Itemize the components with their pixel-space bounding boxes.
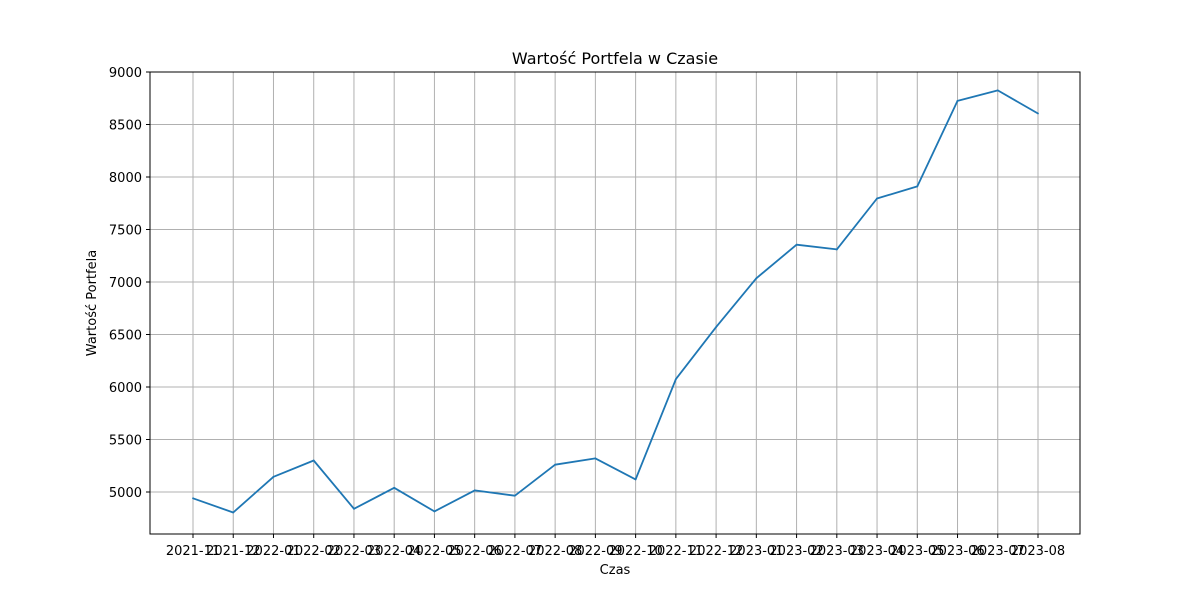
series-layer [192, 89, 1039, 514]
data-point [232, 511, 235, 514]
data-point [433, 510, 436, 513]
x-tick-label: 2023-04 [850, 544, 904, 559]
y-tick-label: 5500 [109, 434, 142, 449]
series-line [192, 89, 1039, 514]
data-point [514, 494, 516, 497]
x-tick-label: 2023-01 [729, 544, 783, 559]
plot-frame [149, 71, 1081, 535]
y-tick-label: 9000 [109, 66, 142, 81]
data-point [715, 326, 717, 329]
x-tick-label: 2022-06 [448, 544, 502, 559]
data-point [755, 277, 758, 280]
y-tick-label: 7500 [109, 224, 142, 239]
data-point [996, 89, 999, 92]
data-point [393, 486, 396, 489]
data-point [876, 197, 878, 200]
y-tick-label: 6500 [109, 329, 142, 344]
x-tick-label: 2023-05 [890, 544, 944, 559]
y-tick-label: 6000 [109, 381, 142, 396]
x-tick-label: 2023-02 [769, 544, 823, 559]
data-point [353, 507, 355, 510]
x-tick-label: 2022-01 [246, 544, 300, 559]
x-tick-label: 2023-07 [971, 544, 1025, 559]
y-tick-label: 8500 [109, 119, 142, 134]
x-tick-label: 2022-04 [367, 544, 421, 559]
y-tick-label: 8000 [109, 171, 142, 186]
data-point [554, 463, 557, 466]
chart-title: Wartość Portfela w Czasie [512, 49, 718, 68]
x-tick-label: 2021-12 [206, 544, 260, 559]
y-tick-label: 5000 [109, 486, 142, 501]
y-axis-label: Wartość Portfela [85, 250, 100, 356]
data-point [192, 497, 194, 500]
x-tick-label: 2023-08 [1011, 544, 1065, 559]
x-tick-label: 2022-07 [488, 544, 542, 559]
x-axis-label: Czas [600, 563, 631, 578]
data-point [594, 457, 597, 460]
data-point [795, 243, 798, 246]
x-tick-label: 2023-03 [810, 544, 864, 559]
data-point [1037, 112, 1039, 115]
data-point [835, 248, 838, 251]
x-tick-label: 2023-06 [930, 544, 984, 559]
x-axis-ticks: 2021-112021-122022-012022-022022-032022-… [166, 534, 1065, 559]
x-tick-label: 2022-11 [649, 544, 703, 559]
y-axis-ticks: 5000 5500 6000 6500 7000 7500 8000 8500 9000 [109, 66, 150, 501]
data-point [634, 478, 637, 481]
x-tick-label: 2022-10 [608, 544, 662, 559]
data-point [674, 378, 677, 381]
x-tick-label: 2022-05 [407, 544, 461, 559]
x-tick-label: 2022-09 [568, 544, 622, 559]
y-tick-label: 7000 [109, 276, 142, 291]
data-point [916, 185, 919, 188]
x-tick-label: 2022-08 [528, 544, 582, 559]
x-tick-label: 2022-12 [689, 544, 743, 559]
data-point [956, 99, 959, 102]
x-tick-label: 2022-03 [327, 544, 381, 559]
data-point [312, 459, 315, 462]
x-tick-label: 2021-11 [166, 544, 220, 559]
data-point [473, 489, 476, 492]
data-point [272, 475, 275, 478]
x-tick-label: 2022-02 [287, 544, 341, 559]
